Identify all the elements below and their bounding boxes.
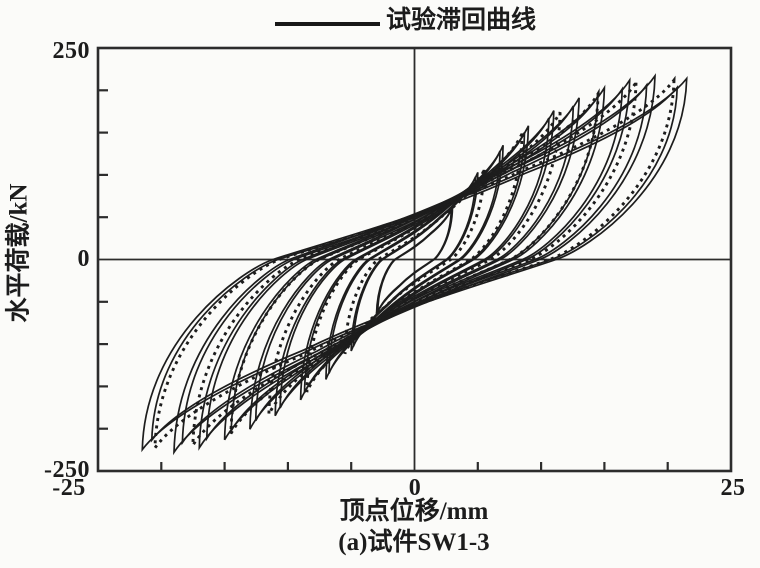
y-tick-label-0: 0 — [77, 246, 90, 272]
y-tick-label-neg250: -250 — [44, 457, 90, 483]
hysteresis-loop-dotted — [191, 77, 638, 451]
legend-line-sample — [275, 22, 380, 26]
x-axis-title: 顶点位移/mm — [339, 498, 489, 525]
plot-area-box — [96, 46, 733, 473]
y-axis-title: 水平荷载/kN — [5, 183, 33, 323]
hysteresis-loop-dotted — [229, 88, 600, 435]
hysteresis-loop-solid — [223, 84, 606, 441]
hysteresis-loop-solid — [181, 82, 648, 446]
hysteresis-loop-dotted — [305, 132, 524, 393]
legend-label: 试验滞回曲线 — [386, 7, 537, 34]
y-tick-label-250: 250 — [52, 38, 90, 64]
hysteresis-loop-dotted — [153, 75, 676, 453]
hysteresis-loop-solid — [173, 73, 656, 456]
hysteresis-loop-dotted — [343, 169, 486, 355]
figure-caption: (a)试件SW1-3 — [338, 529, 490, 556]
hysteresis-loop-dotted — [267, 111, 562, 415]
x-tick-label-0: 0 — [408, 475, 422, 501]
x-tick-label-25: 25 — [720, 475, 746, 501]
hysteresis-loop-solid — [352, 176, 477, 347]
x-tick-label-neg25: -25 — [52, 475, 86, 501]
